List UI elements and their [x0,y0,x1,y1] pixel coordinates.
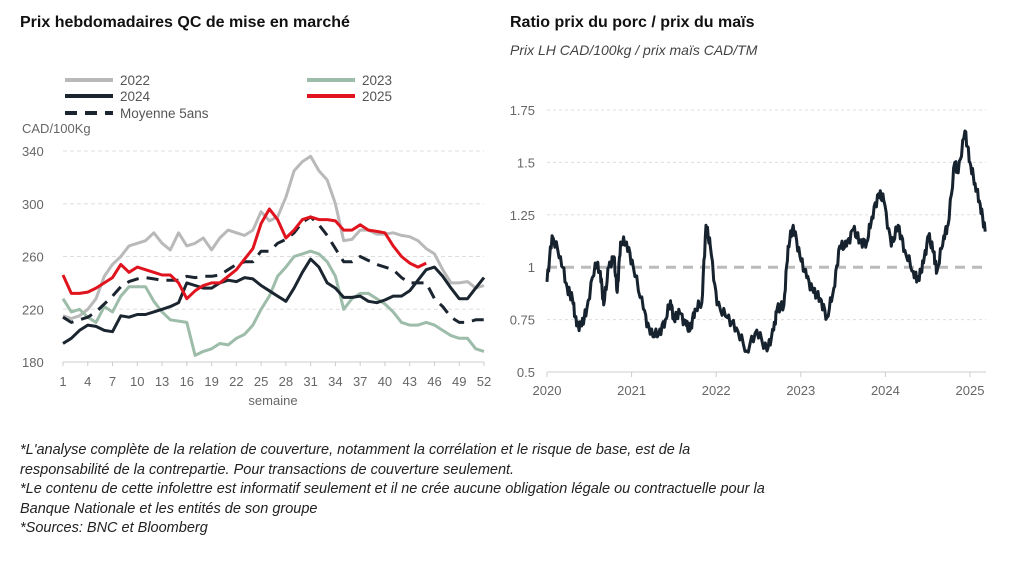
x-tick-label: 40 [378,374,392,389]
footnotes: *L'analyse complète de la relation de co… [20,441,765,539]
charts-canvas: 180 220 260 300 340 1 4 7 10 13 16 19 22 25 28 31 34 37 40… [22,73,987,408]
y-axis-label: CAD/100Kg [22,121,91,136]
x-tick-label: 2023 [786,383,815,398]
series-line-2023 [61,249,485,357]
right-chart-subtitle: Prix LH CAD/100kg / prix maïs CAD/TM [510,42,758,58]
footnote-line: *L'analyse complète de la relation de co… [20,442,691,458]
legend-label: 2023 [362,73,392,88]
y-tick-label: 180 [22,355,44,370]
y-tick-label: 220 [22,302,44,317]
y-tick-label: 0.5 [517,365,535,380]
series-line-2024 [62,257,486,345]
x-tick-label: 4 [84,374,91,389]
y-tick-label: 1 [528,260,535,275]
legend-label: Moyenne 5ans [120,106,209,121]
x-tick-label: 2022 [702,383,731,398]
x-tick-label: 28 [279,374,293,389]
x-tick-label: 1 [59,374,66,389]
y-tick-label: 1.5 [517,155,535,170]
series-line-2025 [61,207,427,301]
left-chart-title: Prix hebdomadaires QC de mise en marché [20,14,350,31]
x-tick-label: 31 [303,374,317,389]
y-tick-label: 0.75 [510,313,535,328]
x-tick-label: 49 [452,374,466,389]
x-tick-label: 22 [229,374,243,389]
x-axis-label: semaine [248,393,297,408]
footnote-line: *Sources: BNC et Bloomberg [20,520,208,536]
x-tick-label: 2024 [871,383,900,398]
x-tick-label: 7 [109,374,116,389]
x-tick-label: 43 [402,374,416,389]
x-tick-label: 37 [353,374,367,389]
x-tick-label: 10 [130,374,144,389]
series-line-moyenne-5ans [62,215,484,324]
series-line-ratio [545,129,987,354]
x-tick-label: 2020 [533,383,562,398]
footnote-line: Banque Nationale et les entités de son g… [20,500,318,517]
legend-label: 2025 [362,89,392,104]
footnote-line: responsabilité de la contrepartie. Pour … [20,461,515,478]
x-tick-label: 13 [155,374,169,389]
x-tick-label: 52 [477,374,491,389]
y-tick-label: 260 [22,250,44,265]
x-tick-label: 34 [328,374,342,389]
x-tick-label: 2021 [617,383,646,398]
x-tick-label: 25 [254,374,268,389]
y-tick-label: 1.25 [510,208,535,223]
x-tick-label: 19 [204,374,218,389]
legend-label: 2024 [120,89,151,104]
series-line-2022 [62,154,485,320]
y-tick-label: 1.75 [510,103,535,118]
legend-label: 2022 [120,73,150,88]
y-tick-label: 300 [22,197,44,212]
footnote-line: *Le contenu de cette infolettre est info… [20,481,765,497]
y-tick-label: 340 [22,144,44,159]
right-chart-title: Ratio prix du porc / prix du maïs [510,14,755,31]
x-tick-label: 46 [427,374,441,389]
x-tick-label: 2025 [956,383,985,398]
x-tick-label: 16 [180,374,194,389]
